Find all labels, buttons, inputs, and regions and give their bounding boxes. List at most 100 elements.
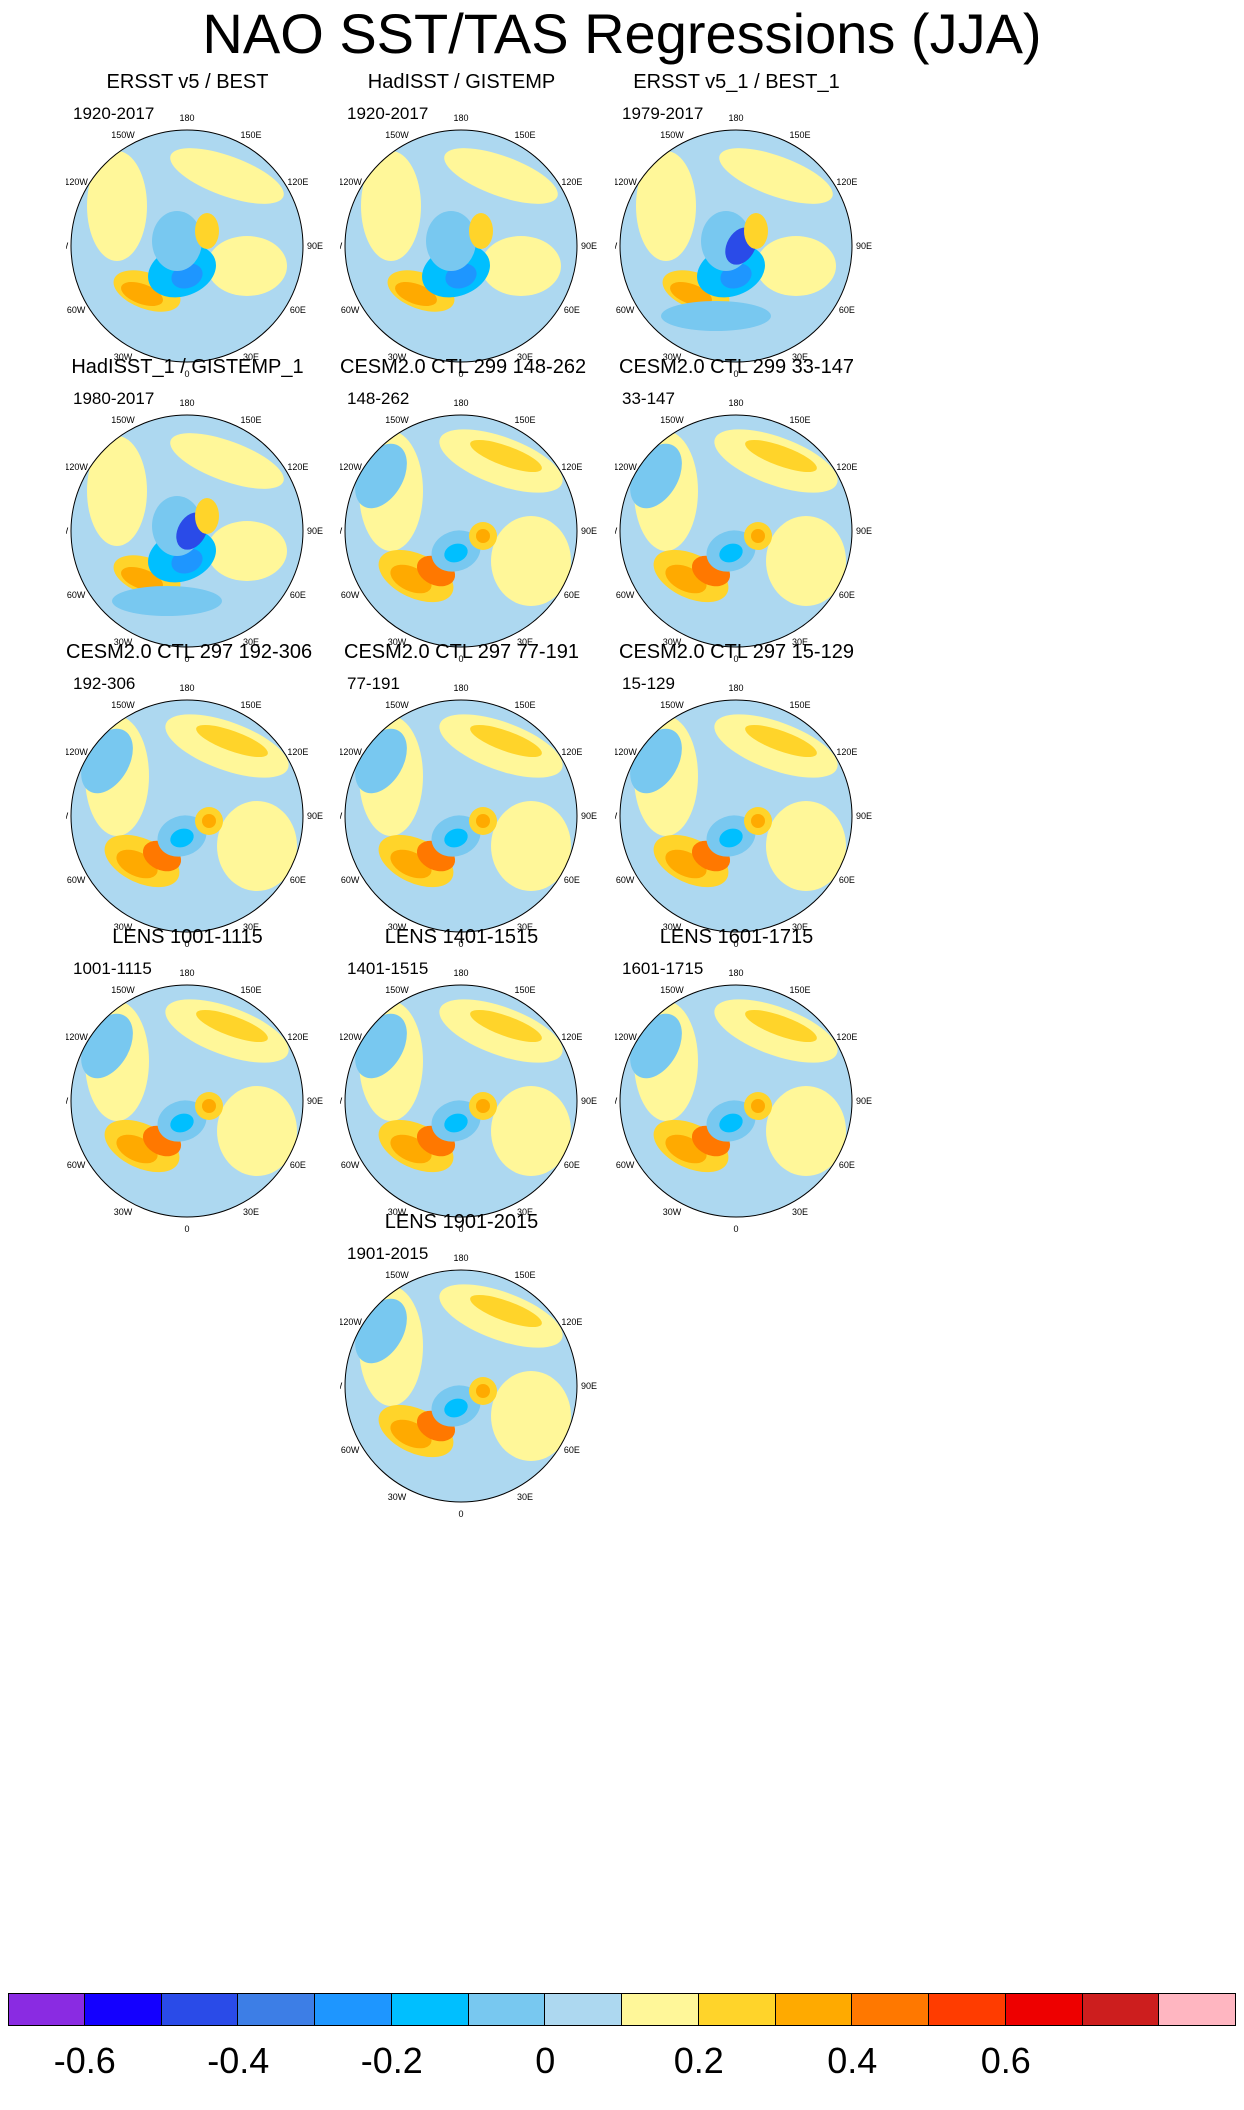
- colorbar-swatch: [698, 1993, 776, 2026]
- longitude-label: 120W: [340, 747, 362, 757]
- longitude-label: 150W: [111, 130, 135, 140]
- longitude-label: 90E: [581, 241, 597, 251]
- warm-anomaly-siberia: [195, 213, 219, 249]
- map-panel: 180 150E 120E 90E 60E 30E 0 30W 60W 90W 120W 150W Ha…: [66, 355, 426, 755]
- longitude-label: 120E: [836, 177, 857, 187]
- longitude-label: 120E: [287, 177, 308, 187]
- warm-anomaly-pacific: [719, 148, 833, 204]
- longitude-label: 30W: [114, 637, 133, 647]
- longitude-label: 60W: [67, 1160, 86, 1170]
- longitude-label: 90W: [340, 526, 343, 536]
- map-boundary: [70, 414, 304, 648]
- polar-map: 180 150E 120E 90E 60E 30E 0 30W 60W 90W 120W 150W: [615, 968, 872, 1234]
- longitude-label: 0: [184, 654, 189, 664]
- warm-anomaly-eurasia: [207, 236, 287, 296]
- longitude-label: 120W: [340, 1032, 362, 1042]
- longitude-label: 60E: [564, 590, 580, 600]
- longitude-label: 90W: [340, 1096, 343, 1106]
- strong-cold-anomaly: [719, 543, 743, 563]
- warm-anomaly-america: [636, 151, 696, 261]
- strong-cold-anomaly: [719, 828, 743, 848]
- map-boundary: [344, 414, 578, 648]
- longitude-label: 150W: [660, 415, 684, 425]
- warm-anomaly-eurasia: [756, 236, 836, 296]
- colorbar-tick-label: -0.4: [207, 2040, 270, 2081]
- panel-title: CESM2.0 CTL 299 33-147: [619, 356, 854, 378]
- longitude-label: 90E: [856, 811, 872, 821]
- map-boundary: [619, 699, 853, 933]
- warm-anomaly-america: [361, 151, 421, 261]
- warm-anomaly-eurasia: [481, 236, 561, 296]
- panel-title: CESM2.0 CTL 297 77-191: [344, 641, 579, 663]
- longitude-label: 60E: [564, 1160, 580, 1170]
- panel-period: 1980-2017: [73, 389, 155, 408]
- polar-map: 180 150E 120E 90E 60E 30E 0 30W 60W 90W 120W 150W: [340, 683, 597, 949]
- map-boundary: [344, 129, 578, 363]
- warm-anomaly-eurasia: [217, 801, 297, 891]
- longitude-label: 30W: [663, 352, 682, 362]
- longitude-label: 0: [733, 654, 738, 664]
- longitude-label: 180: [728, 113, 743, 123]
- panel-title: LENS 1401-1515: [384, 926, 539, 948]
- longitude-label: 120W: [615, 1032, 637, 1042]
- longitude-label: 120W: [66, 177, 88, 187]
- longitude-label: 30W: [114, 352, 133, 362]
- warm-anomaly-america: [87, 436, 147, 546]
- map-boundary: [619, 984, 853, 1218]
- longitude-label: 0: [184, 369, 189, 379]
- longitude-label: 90W: [615, 526, 618, 536]
- warm-anomaly-pacific-core: [745, 1009, 817, 1043]
- longitude-label: 60W: [341, 590, 360, 600]
- longitude-label: 120E: [836, 747, 857, 757]
- map-panel: 180 150E 120E 90E 60E 30E 0 30W 60W 90W 120W 150W LE…: [340, 925, 700, 1325]
- longitude-label: 150E: [514, 985, 535, 995]
- longitude-label: 120W: [340, 462, 362, 472]
- longitude-label: 90E: [581, 526, 597, 536]
- longitude-label: 60W: [341, 1160, 360, 1170]
- longitude-label: 180: [179, 683, 194, 693]
- longitude-label: 30W: [388, 1492, 407, 1502]
- cold-anomaly-south: [112, 586, 222, 616]
- warm-anomaly-eurasia: [766, 1086, 846, 1176]
- panel-title: LENS 1001-1115: [112, 926, 263, 948]
- strong-cold-anomaly: [719, 1113, 743, 1133]
- map-boundary: [619, 129, 853, 363]
- longitude-label: 120E: [561, 462, 582, 472]
- longitude-label: 120W: [340, 1317, 362, 1327]
- longitude-label: 30E: [792, 922, 808, 932]
- strong-cold-anomaly: [170, 828, 194, 848]
- colorbar-swatch: [8, 1993, 85, 2026]
- colorbar-tick-label: 0.2: [673, 2040, 724, 2081]
- longitude-label: 180: [179, 398, 194, 408]
- longitude-label: 90E: [307, 811, 323, 821]
- panel-title: CESM2.0 CTL 299 148-262: [340, 356, 587, 378]
- panel-period: 15-129: [622, 674, 675, 693]
- longitude-label: 150E: [514, 700, 535, 710]
- longitude-label: 120W: [66, 462, 88, 472]
- colorbar: -0.6 -0.4 -0.2 0 0.2 0.4 0.6: [8, 1993, 1236, 2103]
- longitude-label: 180: [728, 968, 743, 978]
- longitude-label: 30W: [114, 1207, 133, 1217]
- map-boundary: [70, 129, 304, 363]
- longitude-label: 60E: [290, 875, 306, 885]
- longitude-label: 0: [733, 1224, 738, 1234]
- figure-title: NAO SST/TAS Regressions (JJA): [202, 2, 1042, 65]
- longitude-label: 30E: [517, 1492, 533, 1502]
- panel-period: 148-262: [347, 389, 410, 408]
- longitude-label: 60E: [564, 1445, 580, 1455]
- longitude-label: 60W: [616, 1160, 635, 1170]
- map-panel: 180 150E 120E 90E 60E 30E 0 30W 60W 90W 120W 150W CE…: [615, 640, 975, 1040]
- panel-period: 1401-1515: [347, 959, 429, 978]
- longitude-label: 60E: [839, 1160, 855, 1170]
- colorbar-swatch: [84, 1993, 162, 2026]
- longitude-label: 60W: [616, 875, 635, 885]
- longitude-label: 30E: [517, 922, 533, 932]
- map-panel: 180 150E 120E 90E 60E 30E 0 30W 60W 90W 120W 150W LE…: [66, 925, 426, 1325]
- longitude-label: 90W: [66, 526, 69, 536]
- warm-anomaly-eurasia: [491, 1086, 571, 1176]
- longitude-label: 60W: [67, 590, 86, 600]
- longitude-label: 30E: [243, 637, 259, 647]
- map-panel: 180 150E 120E 90E 60E 30E 0 30W 60W 90W 120W 150W CE…: [615, 355, 975, 755]
- panel-title: HadISST / GISTEMP: [367, 71, 556, 93]
- longitude-label: 150W: [385, 1270, 409, 1280]
